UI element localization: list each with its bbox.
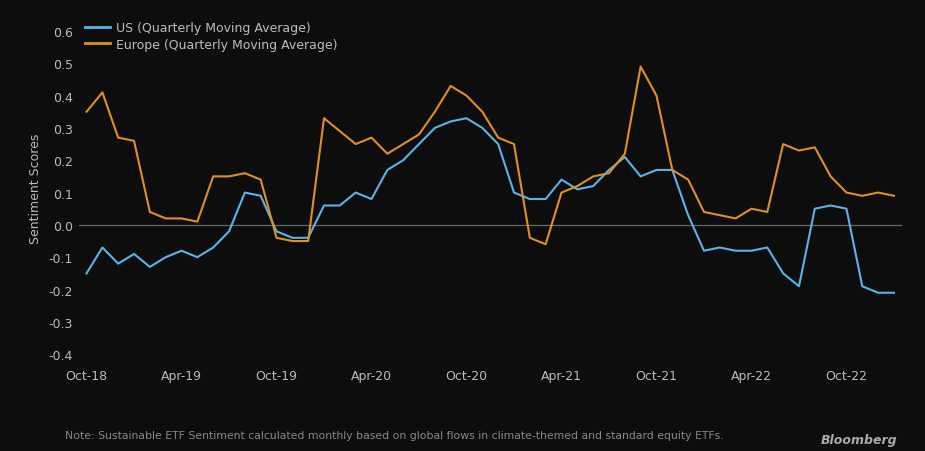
Y-axis label: Sentiment Scores: Sentiment Scores (29, 133, 42, 244)
Legend: US (Quarterly Moving Average), Europe (Quarterly Moving Average): US (Quarterly Moving Average), Europe (Q… (85, 22, 338, 52)
Text: Note: Sustainable ETF Sentiment calculated monthly based on global flows in clim: Note: Sustainable ETF Sentiment calculat… (65, 430, 723, 440)
Text: Bloomberg: Bloomberg (820, 433, 897, 446)
